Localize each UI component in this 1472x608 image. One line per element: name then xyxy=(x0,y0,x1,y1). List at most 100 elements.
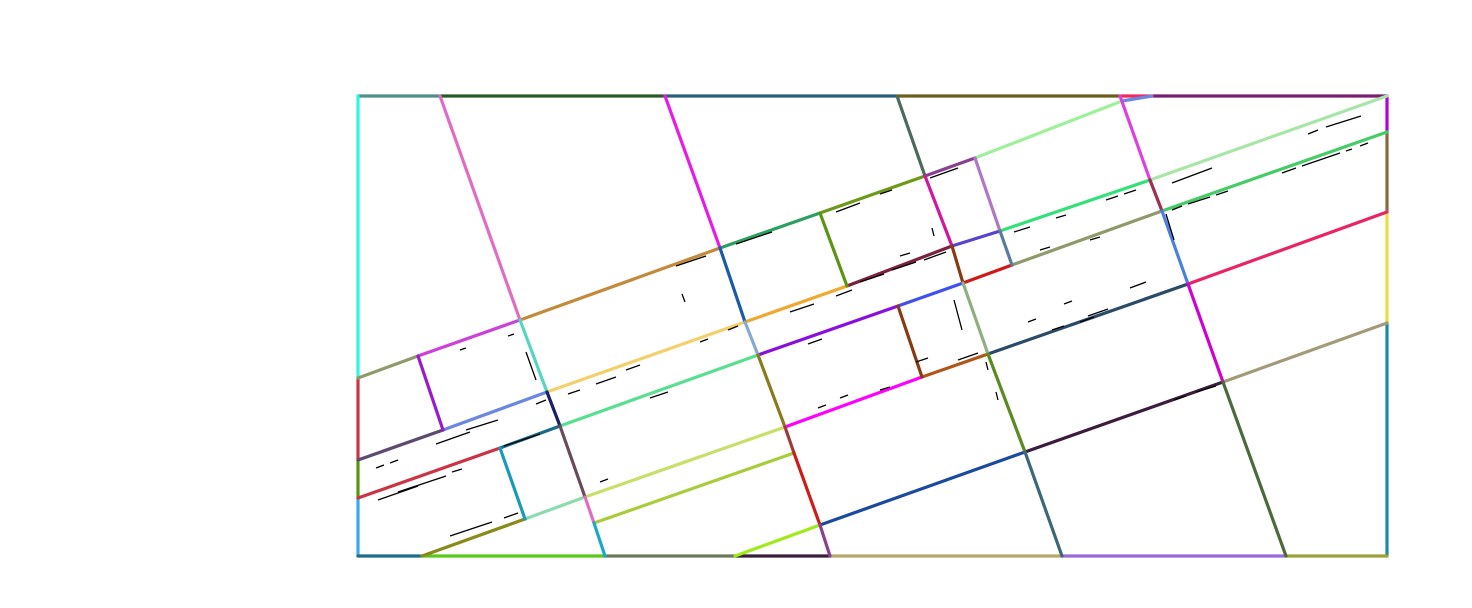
dash-marker xyxy=(859,273,885,283)
cut-edge xyxy=(1221,380,1288,558)
dash-marker xyxy=(449,521,493,537)
cut-edge xyxy=(583,495,596,525)
dash-marker xyxy=(835,289,853,297)
band-edge xyxy=(1023,380,1225,454)
dash-marker xyxy=(789,303,815,313)
band-edge xyxy=(973,99,1124,160)
band-edge xyxy=(818,174,927,215)
cut-edge xyxy=(973,156,1002,233)
cut-edge xyxy=(986,352,1027,454)
dash-marker xyxy=(995,391,999,401)
dash-marker xyxy=(1215,190,1229,196)
dash-marker xyxy=(599,478,609,483)
dash-marker xyxy=(1089,236,1101,241)
dash-marker xyxy=(985,361,989,371)
band-edge xyxy=(950,229,1002,248)
dash-marker xyxy=(839,394,849,399)
band-edge xyxy=(356,446,502,500)
dash-markers xyxy=(375,115,1369,537)
dash-marker xyxy=(891,261,917,271)
cut-edge xyxy=(743,320,760,357)
dash-marker xyxy=(1105,195,1119,201)
cut-edge xyxy=(998,229,1014,267)
band-edge xyxy=(1186,210,1389,286)
dash-marker xyxy=(397,475,447,493)
dash-marker xyxy=(1301,152,1341,167)
band-edge xyxy=(356,428,445,462)
cut-edge xyxy=(792,451,822,527)
dash-marker xyxy=(567,389,581,395)
dash-marker xyxy=(507,333,515,337)
cut-edge xyxy=(592,521,607,558)
dash-marker xyxy=(595,376,617,385)
cut-edge xyxy=(1148,178,1164,213)
band-edge xyxy=(558,353,760,428)
dash-marker xyxy=(525,351,537,381)
band-edge xyxy=(1148,94,1389,182)
dash-marker xyxy=(375,464,385,469)
dash-marker xyxy=(1173,395,1187,401)
dash-marker xyxy=(681,293,686,303)
cut-edge xyxy=(961,281,990,356)
cut-edge xyxy=(895,94,927,178)
dash-marker xyxy=(953,299,963,331)
cut-edge xyxy=(896,304,924,379)
dash-marker xyxy=(1307,129,1319,135)
dash-marker xyxy=(377,485,419,501)
dash-marker xyxy=(465,419,499,431)
cut-edge xyxy=(1118,94,1152,182)
dash-marker xyxy=(1055,214,1067,219)
dash-marker xyxy=(1195,385,1217,393)
band-edge xyxy=(583,425,787,499)
dash-marker xyxy=(879,189,893,195)
cut-edge xyxy=(518,318,549,394)
dash-marker xyxy=(817,404,827,409)
cut-edge xyxy=(718,246,747,324)
dash-marker xyxy=(389,459,399,464)
cut-edge xyxy=(558,424,587,499)
dash-marker xyxy=(1165,213,1175,241)
band-edge xyxy=(845,244,954,288)
cut-edge xyxy=(818,523,832,558)
band-edge xyxy=(1120,94,1154,103)
band-edge xyxy=(920,352,990,379)
band-edge xyxy=(592,451,796,525)
dash-marker xyxy=(727,325,739,331)
band-edge xyxy=(416,318,522,358)
band-edge xyxy=(1221,321,1389,384)
dash-marker xyxy=(1325,115,1362,128)
dash-marker xyxy=(957,352,979,361)
band-edge xyxy=(896,281,965,308)
dash-marker xyxy=(1027,318,1037,323)
partition-edges xyxy=(356,94,1389,558)
band-edge xyxy=(441,390,549,432)
band-edge xyxy=(545,320,747,394)
band-edge xyxy=(1010,209,1164,267)
cut-edge xyxy=(756,353,787,429)
band-edge xyxy=(998,178,1152,233)
dash-marker xyxy=(899,252,911,257)
dash-marker xyxy=(1013,226,1031,233)
dash-marker xyxy=(835,202,861,213)
band-edge xyxy=(518,246,722,322)
dash-marker xyxy=(1079,316,1095,323)
dash-marker xyxy=(1171,167,1213,184)
dash-marker xyxy=(503,433,541,447)
dash-marker xyxy=(879,386,891,391)
cut-edge xyxy=(498,446,527,521)
dash-marker xyxy=(451,468,463,473)
dash-marker xyxy=(807,338,823,345)
dash-marker xyxy=(649,391,669,399)
dash-marker xyxy=(503,512,519,519)
dash-marker xyxy=(675,255,707,267)
dash-marker xyxy=(625,364,641,371)
dash-marker xyxy=(1187,196,1211,205)
band-edge xyxy=(961,263,1014,285)
cut-edge xyxy=(1023,450,1064,558)
dash-marker xyxy=(1345,148,1353,152)
dash-marker xyxy=(915,357,929,363)
dash-marker xyxy=(1051,325,1065,331)
band-edge xyxy=(718,211,822,250)
dash-marker xyxy=(1129,281,1147,289)
